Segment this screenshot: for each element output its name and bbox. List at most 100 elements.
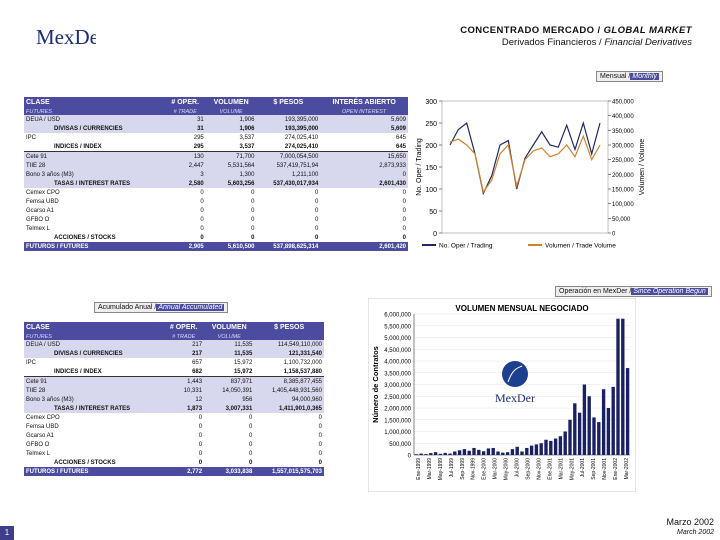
table-cell: 0 [256, 215, 321, 224]
table-cell: 0 [205, 215, 257, 224]
x-tick-label: Ene-2000 [482, 458, 488, 480]
bar [601, 389, 606, 455]
y2-tick-label: 50,000 [612, 217, 631, 223]
column-header: $ PESOS [254, 322, 324, 333]
table-cell: Cete 91 [24, 376, 164, 386]
column-header: VOLUMEN [204, 322, 255, 333]
y-tick-label: 5,500,000 [384, 324, 411, 330]
page-number: 1 [0, 526, 14, 540]
x-tick-label: May-2000 [504, 458, 510, 480]
table-cell: TIIE 28 [24, 161, 165, 170]
y-tick-label: 1,000,000 [384, 430, 411, 436]
column-subheader: # TRADE [163, 333, 205, 340]
bar [438, 453, 443, 455]
plot-area [441, 100, 609, 234]
bar [429, 453, 433, 455]
bar [443, 452, 447, 455]
bar [433, 452, 438, 455]
table-row: Cete 91 130 71,700 7,000,054,500 15,650 [24, 151, 408, 161]
table-cell: 1,158,537,880 [254, 367, 324, 377]
table-cell: 0 [320, 188, 408, 197]
table-cell: 193,395,000 [256, 115, 321, 124]
table-row: IPC 295 3,537 274,025,410 645 [24, 133, 408, 142]
table-cell: GFBO O [24, 440, 164, 449]
table-row: ACCIONES / STOCKS 0 0 0 [24, 458, 324, 467]
table-cell: 3,537 [205, 142, 257, 152]
table-row: Gcarso A1 0 0 0 [24, 431, 324, 440]
x-tick-label: Sep-2001 [591, 458, 597, 480]
table-cell: DIVISAS / CURRENCIES [24, 124, 165, 133]
x-tick-label: Sep-2000 [525, 458, 531, 480]
bar [448, 453, 452, 455]
table-row: DEUA / USD 217 11,535 114,549,110,000 [24, 340, 324, 349]
table-cell: 71,700 [205, 151, 257, 161]
bar [621, 318, 625, 455]
column-subheader: OPEN INTEREST [320, 108, 408, 115]
title-en: GLOBAL MARKET [603, 25, 692, 36]
table-cell: 15,972 [204, 358, 255, 367]
bar [424, 454, 428, 455]
table-cell: 31 [164, 124, 206, 133]
table-cell: 11,535 [204, 349, 255, 358]
table-cell: 0 [320, 197, 408, 206]
table-cell: TASAS / INTEREST RATES [24, 404, 164, 413]
column-header: CLASE [24, 97, 165, 108]
table-cell: 1,906 [205, 124, 257, 133]
table-cell: 0 [164, 224, 206, 233]
y-tick-label: 0 [408, 454, 412, 460]
table-cell: INDICES / INDEX [24, 142, 165, 152]
table-row: DIVISAS / CURRENCIES 217 11,535 121,331,540 [24, 349, 324, 358]
series-line [449, 134, 601, 194]
y2-axis-label: Volumen / Volume [639, 139, 646, 196]
bar [534, 444, 539, 455]
table-cell: 0 [204, 440, 255, 449]
y2-tick-label: 450,000 [612, 100, 634, 106]
table-cell: 5,610,500 [205, 242, 257, 251]
table-cell: DIVISAS / CURRENCIES [24, 349, 164, 358]
table-cell: 0 [205, 224, 257, 233]
bar [563, 431, 567, 455]
x-tick-label: Ene-2001 [547, 458, 553, 480]
table-cell: 1,873 [163, 404, 205, 413]
table-row: Cete 91 1,443 837,971 8,385,877,455 [24, 376, 324, 386]
bar [606, 408, 611, 455]
table-cell: 956 [204, 395, 255, 404]
bar [525, 447, 529, 455]
column-header: CLASE [24, 322, 164, 333]
table-cell: GFBO O [24, 215, 165, 224]
x-tick-label: May-2001 [569, 458, 575, 480]
table-cell: 5,609 [320, 124, 408, 133]
x-tick-label: Jul-1999 [449, 458, 455, 477]
table-row: Femsa UBD 0 0 0 [24, 422, 324, 431]
x-tick-label: Sep-1999 [460, 458, 466, 480]
table-cell: TIIE 28 [24, 386, 164, 395]
table-cell: 537,419,751,94 [256, 161, 321, 170]
table-cell: 3,033,838 [204, 467, 255, 476]
table-cell: FUTUROS / FUTURES [24, 467, 164, 476]
table-cell: 0 [163, 449, 205, 458]
bar [472, 447, 476, 455]
table-cell: Telmex L [24, 224, 165, 233]
table-cell: FUTUROS / FUTURES [24, 242, 165, 251]
table-cell: 15,650 [320, 151, 408, 161]
y-tick-label: 200 [425, 143, 437, 150]
table-cell: 0 [205, 197, 257, 206]
monthly-table: CLASE # OPER. VOLUMEN $ PESOS INTERÉS ABIERT… [24, 97, 408, 251]
column-subheader: VOLUME [205, 108, 257, 115]
y2-tick-label: 350,000 [612, 129, 634, 135]
bar [510, 449, 515, 455]
bar [577, 412, 582, 455]
table-cell: 0 [320, 170, 408, 179]
table-cell: 15,972 [204, 367, 255, 377]
table-row: IPC 657 15,972 1,100,732,000 [24, 358, 324, 367]
bar [462, 449, 467, 455]
table-cell: 274,025,410 [256, 133, 321, 142]
monthly-volume-bar-chart: VOLUMEN MENSUAL NEGOCIADO 0 500,000 1,000,0… [368, 298, 636, 492]
table-cell: 0 [205, 206, 257, 215]
y-tick-label: 150 [425, 165, 437, 172]
table-cell: 2,447 [164, 161, 206, 170]
table-row: TASAS / INTEREST RATES 2,580 5,603,256 537,… [24, 179, 408, 188]
table-cell: 94,000,960 [254, 395, 324, 404]
table-cell: 0 [320, 206, 408, 215]
